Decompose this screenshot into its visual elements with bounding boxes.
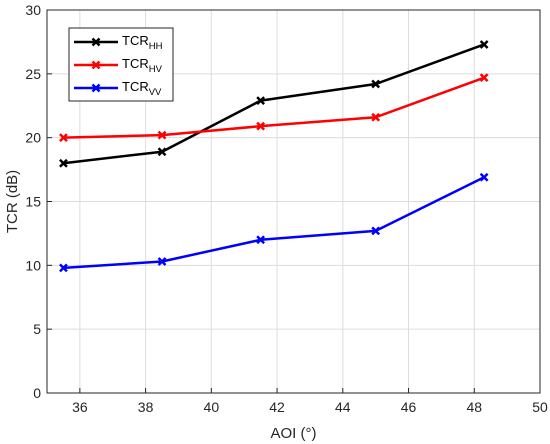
data-point-hh	[256, 96, 266, 106]
legend: TCRHH TCRHV TCRVV	[68, 27, 174, 102]
x-tick-label: 36	[72, 399, 88, 415]
y-tick-label: 30	[25, 2, 41, 18]
marker-stroke	[91, 83, 101, 93]
series-vv	[59, 172, 489, 273]
marker-stroke	[59, 133, 68, 143]
marker-stroke	[91, 60, 101, 70]
x-tick-label: 50	[532, 399, 548, 415]
tick-labels: 36 38 40 42 44 46 48 50 0 5 10 15 20 25 30	[25, 2, 548, 415]
marker-stroke	[479, 73, 489, 83]
data-point-hv	[371, 112, 381, 122]
x-tick-label: 46	[401, 399, 417, 415]
legend-item-hh: TCRHH	[74, 33, 163, 52]
y-axis-label: TCR (dB)	[4, 170, 21, 233]
data-point-hh	[157, 147, 167, 157]
data-point-hv	[479, 73, 489, 83]
marker-stroke	[59, 158, 68, 168]
x-tick-label: 40	[204, 399, 220, 415]
marker-stroke	[157, 147, 167, 157]
marker-stroke	[371, 79, 381, 89]
data-point-vv	[371, 226, 381, 236]
data-point-vv	[157, 257, 167, 266]
y-tick-label: 0	[33, 385, 41, 401]
marker-stroke	[157, 257, 167, 266]
data-point-hh	[59, 158, 68, 168]
data-point-hh	[371, 79, 381, 89]
series-layer	[59, 40, 489, 273]
x-tick-label: 42	[269, 399, 285, 415]
marker-stroke	[256, 121, 266, 131]
x-tick-label: 38	[138, 399, 154, 415]
grid-lines	[47, 9, 541, 394]
marker-stroke	[479, 172, 489, 182]
marker-stroke	[59, 263, 68, 273]
marker-stroke	[371, 112, 381, 122]
ticks	[47, 9, 541, 394]
legend-marker	[91, 60, 101, 70]
legend-label: TCRVV	[122, 79, 162, 98]
data-point-hv	[157, 130, 167, 140]
series-line-vv	[63, 176, 485, 270]
x-tick-label: 44	[335, 399, 351, 415]
marker-stroke	[91, 37, 101, 47]
y-tick-label: 10	[25, 257, 41, 273]
data-point-hh	[479, 40, 489, 49]
legend-label: TCRHH	[122, 33, 163, 52]
data-point-vv	[479, 172, 489, 182]
x-axis-label: AOI (°)	[271, 425, 317, 442]
legend-item-vv: TCRVV	[74, 79, 162, 98]
marker-stroke	[157, 130, 167, 140]
legend-marker	[91, 37, 101, 47]
marker-stroke	[371, 226, 381, 236]
data-point-vv	[59, 263, 68, 273]
legend-marker	[91, 83, 101, 93]
legend-item-hv: TCRHV	[74, 56, 163, 75]
y-tick-label: 5	[33, 321, 41, 337]
series-hv	[59, 73, 489, 143]
data-point-vv	[256, 235, 266, 245]
marker-stroke	[479, 40, 489, 49]
data-point-hv	[256, 121, 266, 131]
legend-label: TCRHV	[122, 56, 163, 75]
y-tick-label: 15	[25, 194, 41, 210]
y-tick-label: 20	[25, 130, 41, 146]
marker-stroke	[256, 235, 266, 245]
series-hh	[59, 40, 489, 168]
data-point-hv	[59, 133, 68, 143]
x-tick-label: 48	[466, 399, 482, 415]
y-tick-label: 25	[25, 66, 41, 82]
marker-stroke	[256, 96, 266, 106]
